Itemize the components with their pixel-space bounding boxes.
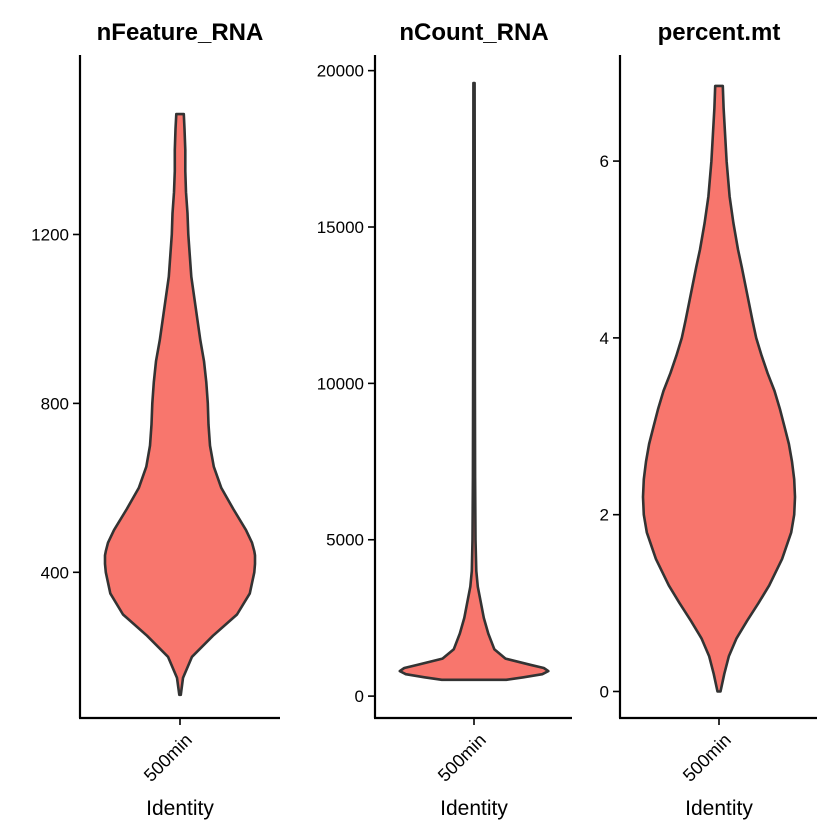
y-tick-label: 4 bbox=[600, 329, 609, 348]
x-category-label: 500min bbox=[434, 730, 490, 786]
x-category-label: 500min bbox=[140, 730, 196, 786]
violin-percent-mt bbox=[641, 84, 797, 693]
y-tick-label: 15000 bbox=[317, 218, 364, 237]
violin-panels: 400 800 1200 500min nFeature_RNA Identity 0 500… bbox=[31, 19, 817, 820]
violin-nfeature-rna bbox=[103, 112, 257, 697]
x-axis-title: Identity bbox=[685, 797, 753, 820]
y-tick-label: 10000 bbox=[317, 374, 364, 393]
panel-title: nCount_RNA bbox=[399, 19, 548, 46]
y-tick-label: 400 bbox=[41, 563, 69, 582]
panel-percent-mt: 0 2 4 6 500min percent.mt Identity bbox=[600, 19, 817, 820]
y-tick-label: 0 bbox=[355, 687, 364, 706]
y-tick-label: 2 bbox=[600, 506, 609, 525]
panel-title: percent.mt bbox=[658, 19, 781, 46]
x-category-label: 500min bbox=[679, 730, 735, 786]
x-axis-title: Identity bbox=[146, 797, 214, 820]
y-tick-label: 1200 bbox=[31, 225, 69, 244]
y-tick-label: 6 bbox=[600, 152, 609, 171]
violin-ncount-rna bbox=[398, 81, 550, 682]
panel-ncount-rna: 0 5000 10000 15000 20000 500min nCount_RNA Iden… bbox=[317, 19, 572, 820]
x-axis-title: Identity bbox=[440, 797, 508, 820]
y-tick-label: 5000 bbox=[326, 531, 364, 550]
y-tick-label: 20000 bbox=[317, 62, 364, 81]
panel-title: nFeature_RNA bbox=[97, 19, 264, 46]
y-tick-label: 800 bbox=[41, 394, 69, 413]
y-tick-label: 0 bbox=[600, 682, 609, 701]
panel-nfeature-rna: 400 800 1200 500min nFeature_RNA Identity bbox=[31, 19, 280, 820]
